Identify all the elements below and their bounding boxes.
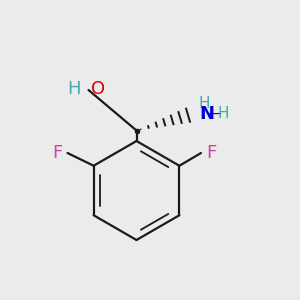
Text: H: H [198, 96, 210, 111]
Text: H: H [218, 106, 229, 122]
Text: F: F [206, 144, 217, 162]
Text: —: — [207, 108, 221, 122]
Text: O: O [91, 80, 105, 98]
Text: N: N [200, 105, 214, 123]
Text: H: H [68, 80, 81, 98]
Text: F: F [52, 144, 62, 162]
